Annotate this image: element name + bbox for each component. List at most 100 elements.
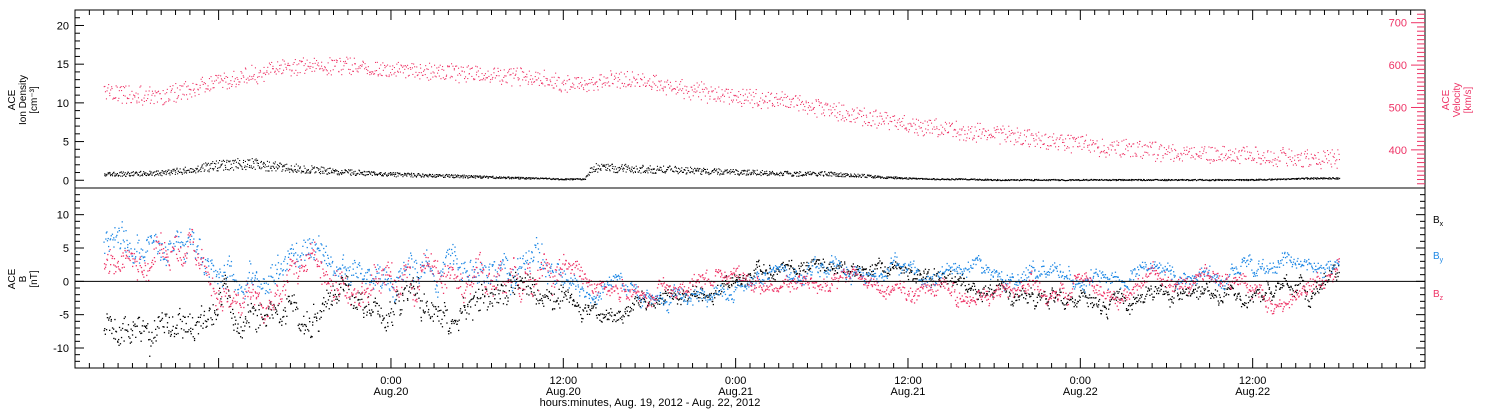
- b-bx-point: [205, 326, 207, 328]
- velocity-point: [902, 117, 904, 119]
- velocity-point: [344, 62, 346, 64]
- velocity-point: [1268, 160, 1270, 162]
- density-point: [569, 178, 571, 180]
- b-bx-point: [225, 283, 227, 285]
- velocity-point: [1041, 135, 1043, 137]
- density-point: [132, 175, 134, 177]
- velocity-point: [243, 81, 245, 83]
- b-bx-point: [260, 313, 262, 315]
- velocity-point: [992, 135, 994, 137]
- density-point: [228, 169, 230, 171]
- b-bx-point: [684, 296, 686, 298]
- b-bx-point: [237, 323, 239, 325]
- density-point: [1092, 179, 1094, 181]
- density-point: [1017, 179, 1019, 181]
- velocity-point: [809, 109, 811, 111]
- velocity-point: [304, 63, 306, 65]
- b-bx-point: [737, 284, 739, 286]
- b-bx-point: [636, 300, 638, 302]
- velocity-point: [369, 74, 371, 76]
- velocity-point: [515, 73, 517, 75]
- velocity-point: [771, 92, 773, 94]
- velocity-point: [440, 78, 442, 80]
- velocity-point: [763, 102, 765, 104]
- density-point: [828, 173, 830, 175]
- density-point: [275, 170, 277, 172]
- velocity-point: [1060, 134, 1062, 136]
- density-point: [291, 169, 293, 171]
- density-point: [993, 179, 995, 181]
- b-bx-point: [118, 344, 120, 346]
- velocity-point: [284, 63, 286, 65]
- b-bx-point: [130, 328, 132, 330]
- b-bx-point: [673, 296, 675, 298]
- velocity-point: [1305, 156, 1307, 158]
- density-point: [1205, 179, 1207, 181]
- velocity-point: [1119, 154, 1121, 156]
- density-point: [1328, 178, 1330, 180]
- b-bx-point: [127, 330, 129, 333]
- velocity-point: [1045, 148, 1047, 150]
- density-point: [497, 177, 499, 179]
- density-point: [1049, 179, 1051, 181]
- velocity-point: [666, 81, 668, 83]
- velocity-point: [1252, 157, 1254, 159]
- b-bx-point: [547, 295, 549, 298]
- density-point: [780, 171, 782, 173]
- velocity-point: [407, 64, 409, 66]
- b-bx-point: [316, 317, 318, 319]
- velocity-point: [552, 87, 554, 89]
- b-bx-point: [396, 290, 399, 292]
- density-point: [500, 177, 502, 179]
- velocity-point: [779, 98, 781, 100]
- density-point: [622, 170, 624, 172]
- density-point: [419, 174, 421, 176]
- velocity-point: [678, 89, 680, 91]
- velocity-point: [799, 95, 801, 97]
- velocity-point: [960, 134, 962, 136]
- velocity-point: [293, 62, 295, 64]
- density-point: [261, 167, 263, 169]
- velocity-point: [217, 77, 219, 79]
- b-bx-point: [670, 292, 673, 295]
- velocity-point: [1221, 160, 1223, 162]
- b-bx-point: [729, 286, 731, 289]
- density-point: [1031, 179, 1033, 181]
- density-point: [1146, 179, 1148, 181]
- velocity-point: [471, 67, 473, 69]
- velocity-point: [175, 101, 177, 103]
- density-point: [318, 169, 320, 171]
- velocity-point: [215, 74, 217, 76]
- density-point: [272, 165, 274, 167]
- b-bx-point: [815, 260, 817, 262]
- density-point: [1134, 179, 1136, 181]
- density-point: [444, 176, 446, 178]
- density-point: [648, 168, 650, 170]
- velocity-point: [818, 104, 820, 106]
- velocity-point: [744, 99, 746, 101]
- b-bx-point: [511, 281, 513, 283]
- density-point: [763, 173, 765, 175]
- density-point: [633, 167, 635, 169]
- density-point: [1248, 180, 1250, 182]
- b-bx-point: [414, 293, 417, 295]
- density-point: [1247, 179, 1249, 181]
- density-point: [1047, 180, 1049, 182]
- density-point: [741, 170, 743, 172]
- velocity-point: [681, 90, 683, 92]
- velocity-point: [1033, 138, 1035, 140]
- velocity-point: [867, 124, 869, 126]
- density-point: [175, 171, 177, 173]
- velocity-point: [1062, 141, 1064, 143]
- density-point: [754, 170, 756, 172]
- velocity-point: [240, 71, 242, 73]
- density-point: [192, 168, 194, 170]
- density-point: [1264, 179, 1266, 181]
- density-point: [1097, 179, 1099, 181]
- density-point: [278, 165, 280, 167]
- velocity-point: [686, 86, 688, 88]
- velocity-point: [1259, 157, 1261, 159]
- velocity-point: [282, 59, 284, 61]
- density-point: [206, 164, 208, 166]
- density-point: [930, 178, 932, 180]
